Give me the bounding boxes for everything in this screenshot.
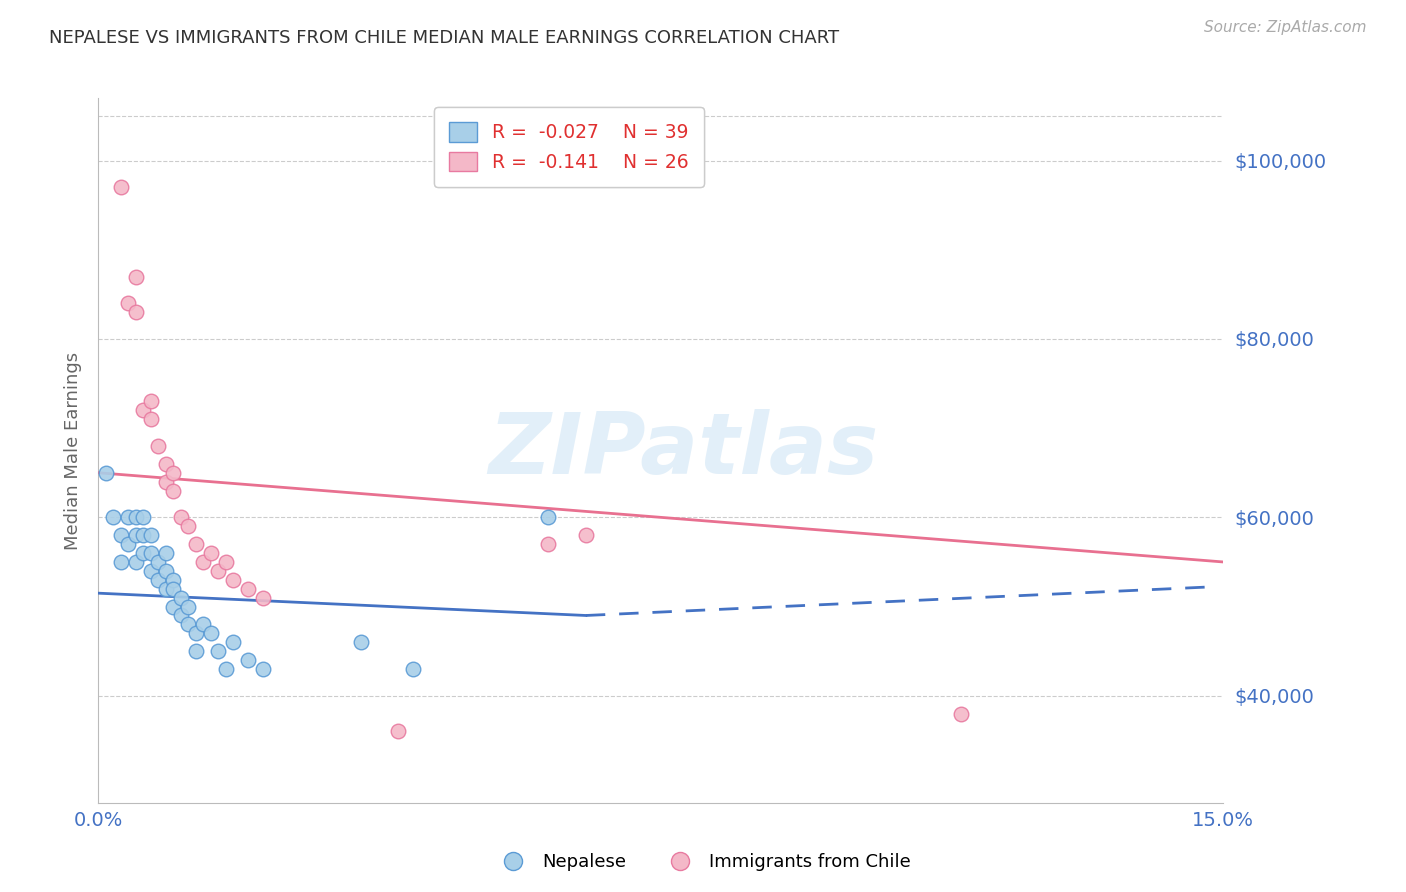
Point bbox=[162, 582, 184, 596]
Text: ZIPatlas: ZIPatlas bbox=[488, 409, 879, 492]
Point bbox=[949, 706, 972, 721]
Point bbox=[110, 528, 132, 542]
Point bbox=[110, 555, 132, 569]
Point bbox=[177, 599, 200, 614]
Point bbox=[139, 564, 162, 578]
Point bbox=[177, 617, 200, 632]
Point bbox=[94, 466, 117, 480]
Point bbox=[575, 528, 598, 542]
Point bbox=[215, 555, 238, 569]
Point bbox=[387, 724, 409, 739]
Point bbox=[155, 546, 177, 560]
Point bbox=[215, 662, 238, 676]
Point bbox=[184, 626, 207, 640]
Point bbox=[132, 528, 155, 542]
Point bbox=[207, 564, 229, 578]
Point bbox=[200, 626, 222, 640]
Point bbox=[193, 555, 215, 569]
Point bbox=[184, 644, 207, 658]
Point bbox=[177, 519, 200, 533]
Y-axis label: Median Male Earnings: Median Male Earnings bbox=[63, 351, 82, 549]
Point bbox=[200, 546, 222, 560]
Point bbox=[193, 617, 215, 632]
Point bbox=[252, 591, 274, 605]
Point bbox=[125, 305, 148, 319]
Point bbox=[117, 296, 139, 310]
Point bbox=[402, 662, 425, 676]
Point bbox=[139, 546, 162, 560]
Point bbox=[162, 483, 184, 498]
Point bbox=[155, 564, 177, 578]
Point bbox=[238, 653, 260, 667]
Point bbox=[110, 180, 132, 194]
Point bbox=[238, 582, 260, 596]
Point bbox=[155, 475, 177, 489]
Point bbox=[117, 537, 139, 551]
Point bbox=[132, 546, 155, 560]
Point bbox=[350, 635, 373, 649]
Point bbox=[139, 528, 162, 542]
Point bbox=[132, 403, 155, 417]
Point bbox=[125, 555, 148, 569]
Point bbox=[148, 573, 170, 587]
Point bbox=[162, 599, 184, 614]
Point bbox=[148, 439, 170, 453]
Point bbox=[125, 528, 148, 542]
Point bbox=[162, 573, 184, 587]
Legend: Nepalese, Immigrants from Chile: Nepalese, Immigrants from Chile bbox=[488, 847, 918, 879]
Point bbox=[537, 537, 560, 551]
Point bbox=[125, 510, 148, 524]
Point bbox=[162, 466, 184, 480]
Point bbox=[155, 582, 177, 596]
Point bbox=[207, 644, 229, 658]
Text: Source: ZipAtlas.com: Source: ZipAtlas.com bbox=[1204, 20, 1367, 35]
Point bbox=[184, 537, 207, 551]
Point bbox=[155, 457, 177, 471]
Point bbox=[148, 555, 170, 569]
Legend: R =  -0.027    N = 39, R =  -0.141    N = 26: R = -0.027 N = 39, R = -0.141 N = 26 bbox=[434, 108, 704, 186]
Point bbox=[252, 662, 274, 676]
Point bbox=[132, 510, 155, 524]
Point bbox=[222, 635, 245, 649]
Point bbox=[537, 510, 560, 524]
Point bbox=[103, 510, 125, 524]
Point bbox=[170, 608, 193, 623]
Text: NEPALESE VS IMMIGRANTS FROM CHILE MEDIAN MALE EARNINGS CORRELATION CHART: NEPALESE VS IMMIGRANTS FROM CHILE MEDIAN… bbox=[49, 29, 839, 47]
Point bbox=[139, 412, 162, 426]
Point bbox=[222, 573, 245, 587]
Point bbox=[125, 269, 148, 284]
Point bbox=[139, 394, 162, 409]
Point bbox=[170, 591, 193, 605]
Point bbox=[170, 510, 193, 524]
Point bbox=[117, 510, 139, 524]
